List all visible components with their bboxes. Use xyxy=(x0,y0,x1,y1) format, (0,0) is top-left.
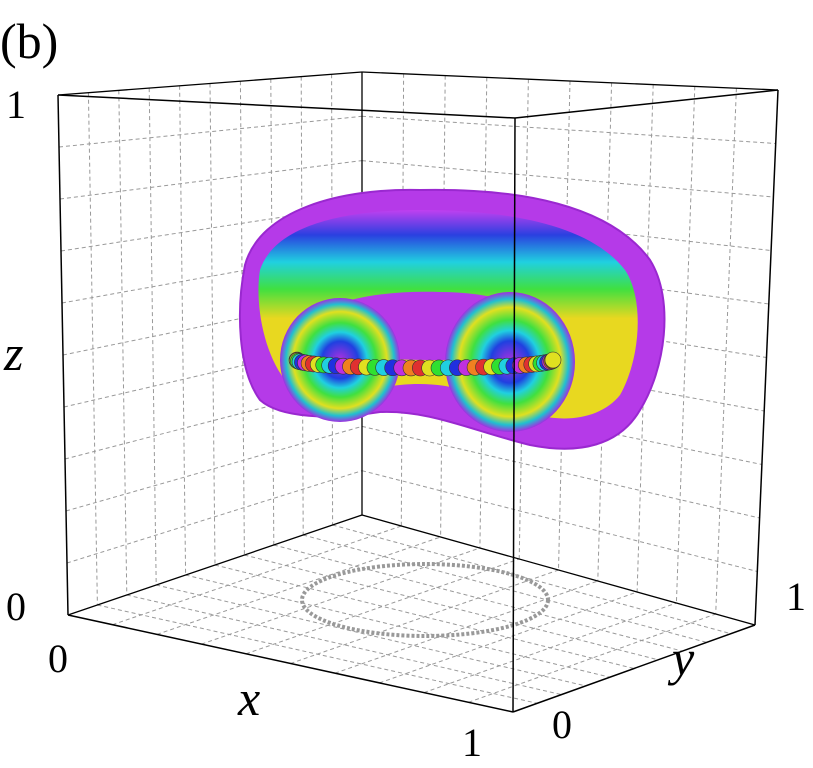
edge xyxy=(512,624,756,713)
floor-projection xyxy=(300,562,550,638)
grid-line xyxy=(379,591,638,684)
grid-line xyxy=(361,470,758,572)
panel-label: (b) xyxy=(0,13,58,69)
x-tick-label: 1 xyxy=(462,720,482,765)
grid-line xyxy=(423,602,677,694)
grid-line xyxy=(87,92,98,606)
y-axis-label: y xyxy=(667,630,695,686)
grid-line xyxy=(273,544,683,652)
grid-line xyxy=(112,525,402,626)
edge xyxy=(754,89,779,626)
grid-line xyxy=(361,160,774,198)
z-tick-label: 0 xyxy=(6,584,26,629)
y-tick-label: 1 xyxy=(786,574,806,619)
grid-line xyxy=(66,470,363,564)
x-tick-label: 0 xyxy=(48,636,68,681)
edge xyxy=(67,614,514,713)
edge xyxy=(57,94,69,616)
grid-line xyxy=(468,613,716,703)
z-axis-label: z xyxy=(3,325,23,381)
grid-line xyxy=(290,569,559,664)
grid-line xyxy=(558,80,571,571)
bead xyxy=(544,351,562,369)
z-tick-label: 1 xyxy=(6,82,26,127)
edge xyxy=(512,117,516,713)
grid-line xyxy=(118,90,128,596)
edge xyxy=(361,514,756,626)
x-axis-label: x xyxy=(237,670,260,726)
grid-line xyxy=(239,81,245,556)
grid-line xyxy=(332,524,731,635)
grid-line xyxy=(65,425,363,512)
grid-line xyxy=(126,594,562,696)
vortex-ring xyxy=(288,351,562,377)
grid-line xyxy=(179,85,187,576)
box-front xyxy=(57,89,779,713)
grid-line xyxy=(715,88,737,615)
grid-line xyxy=(59,160,363,200)
edge xyxy=(67,514,363,616)
grid-line xyxy=(58,115,363,148)
grid-line xyxy=(245,558,520,655)
grid-line xyxy=(597,82,613,582)
edge xyxy=(57,71,363,96)
grid-line xyxy=(214,564,635,669)
grid-line xyxy=(244,554,659,661)
grid-line xyxy=(209,83,216,566)
torus xyxy=(239,188,666,450)
grid-line xyxy=(479,77,488,549)
grid-line xyxy=(361,425,760,519)
y-tick-label: 0 xyxy=(552,702,572,747)
edge xyxy=(361,71,779,91)
grid-line xyxy=(361,115,776,144)
edge xyxy=(514,89,779,119)
edge xyxy=(57,94,516,119)
grid-line xyxy=(334,580,598,674)
grid-line xyxy=(675,86,696,604)
